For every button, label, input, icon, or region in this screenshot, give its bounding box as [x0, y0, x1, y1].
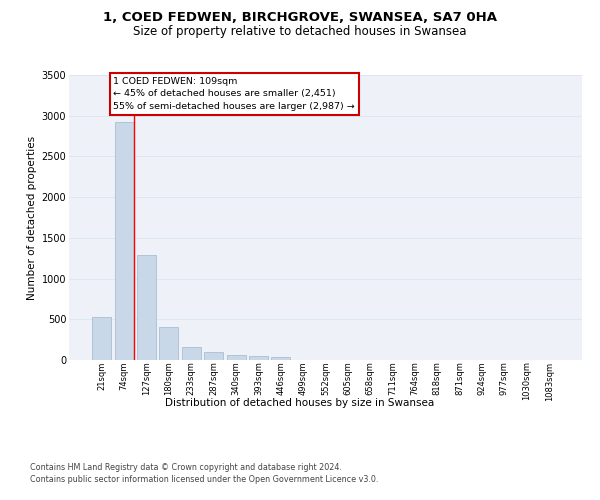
Bar	[92, 317, 112, 360]
Text: Contains HM Land Registry data © Crown copyright and database right 2024.: Contains HM Land Registry data © Crown c…	[30, 462, 342, 471]
Bar	[204, 352, 223, 360]
Bar	[182, 346, 201, 360]
Bar	[160, 328, 178, 360]
Text: 1 COED FEDWEN: 109sqm
← 45% of detached houses are smaller (2,451)
55% of semi-d: 1 COED FEDWEN: 109sqm ← 45% of detached …	[113, 76, 355, 110]
Bar	[137, 255, 156, 360]
Bar	[271, 357, 290, 360]
Bar	[227, 355, 245, 360]
Text: Distribution of detached houses by size in Swansea: Distribution of detached houses by size …	[166, 398, 434, 407]
Y-axis label: Number of detached properties: Number of detached properties	[28, 136, 37, 300]
Text: Size of property relative to detached houses in Swansea: Size of property relative to detached ho…	[133, 25, 467, 38]
Text: Contains public sector information licensed under the Open Government Licence v3: Contains public sector information licen…	[30, 475, 379, 484]
Bar	[115, 122, 134, 360]
Text: 1, COED FEDWEN, BIRCHGROVE, SWANSEA, SA7 0HA: 1, COED FEDWEN, BIRCHGROVE, SWANSEA, SA7…	[103, 11, 497, 24]
Bar	[249, 356, 268, 360]
